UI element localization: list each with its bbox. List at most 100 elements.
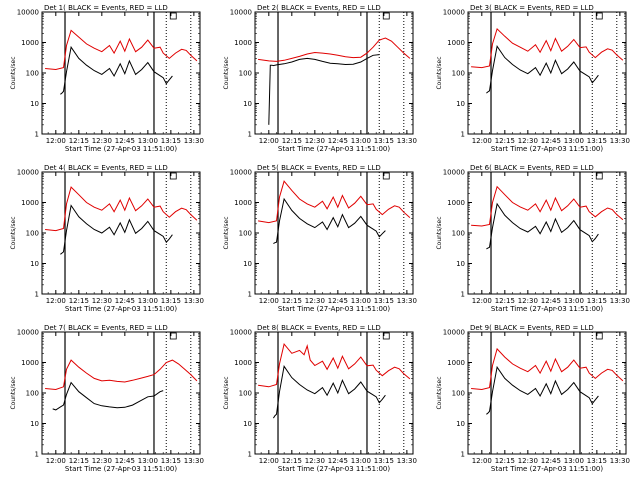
y-tick-label: 1 xyxy=(248,131,252,139)
y-tick-label: 100 xyxy=(26,70,39,78)
events-series-line xyxy=(273,197,386,245)
x-tick-label: 12:45 xyxy=(541,297,561,305)
x-tick-label: 12:15 xyxy=(495,137,515,145)
x-tick-label: 13:00 xyxy=(138,297,158,305)
panel-title: Det 9( BLACK = Events, RED = LLD xyxy=(470,324,594,332)
x-tick-label: 13:15 xyxy=(587,297,607,305)
x-tick-label: 12:30 xyxy=(305,457,325,465)
y-tick-label: 10 xyxy=(243,420,252,428)
x-tick-label: 13:00 xyxy=(351,137,371,145)
lld-series-line xyxy=(471,185,624,227)
x-tick-label: 12:00 xyxy=(259,297,279,305)
events-series-line xyxy=(486,202,599,250)
y-tick-label: 10000 xyxy=(443,9,465,17)
y-axis-label: Counts/sec xyxy=(436,56,443,89)
x-tick-label: 12:45 xyxy=(115,457,135,465)
y-axis-label: Counts/sec xyxy=(223,376,230,409)
corner-box-icon xyxy=(169,172,177,180)
x-tick-label: 13:00 xyxy=(351,457,371,465)
x-tick-label: 13:15 xyxy=(587,457,607,465)
y-tick-label: 1000 xyxy=(234,199,252,207)
panel-title: Det 1( BLACK = Events, RED = LLD xyxy=(44,4,168,12)
lld-series-line xyxy=(258,37,411,62)
events-series-line xyxy=(486,45,599,94)
y-axis-label: Counts/sec xyxy=(436,376,443,409)
x-axis-label: Start Time (27-Apr-03 11:51:00) xyxy=(65,305,177,313)
x-tick-label: 12:15 xyxy=(282,297,302,305)
y-tick-label: 1000 xyxy=(21,39,39,47)
panel-title: Det 3( BLACK = Events, RED = LLD xyxy=(470,4,594,12)
x-tick-label: 13:00 xyxy=(138,137,158,145)
y-tick-label: 1 xyxy=(248,451,252,459)
y-tick-label: 1000 xyxy=(447,359,465,367)
y-tick-label: 100 xyxy=(239,70,252,78)
x-tick-label: 12:30 xyxy=(92,297,112,305)
x-tick-label: 13:15 xyxy=(161,457,181,465)
x-tick-label: 12:00 xyxy=(472,457,492,465)
x-tick-label: 12:00 xyxy=(46,297,66,305)
y-tick-label: 10 xyxy=(243,260,252,268)
lld-series-line xyxy=(258,180,411,224)
x-tick-label: 13:30 xyxy=(184,457,204,465)
y-tick-label: 1000 xyxy=(447,199,465,207)
x-tick-label: 13:00 xyxy=(138,457,158,465)
y-tick-label: 1 xyxy=(35,451,39,459)
plot-frame xyxy=(41,331,201,455)
y-tick-label: 100 xyxy=(26,230,39,238)
detector-panel-3: Det 3( BLACK = Events, RED = LLD 1 10 100 10… xyxy=(436,4,630,153)
x-tick-label: 12:15 xyxy=(69,137,89,145)
plot-frame xyxy=(254,171,414,295)
lld-series-line xyxy=(471,347,624,391)
x-axis-label: Start Time (27-Apr-03 11:51:00) xyxy=(278,305,390,313)
y-tick-label: 100 xyxy=(452,230,465,238)
x-tick-label: 13:15 xyxy=(374,137,394,145)
corner-box-icon xyxy=(595,332,603,340)
x-tick-label: 12:00 xyxy=(46,137,66,145)
lld-series-line xyxy=(45,186,198,232)
x-axis-label: Start Time (27-Apr-03 11:51:00) xyxy=(491,145,603,153)
y-axis-label: Counts/sec xyxy=(223,56,230,89)
y-tick-label: 1 xyxy=(35,131,39,139)
x-tick-label: 13:15 xyxy=(161,137,181,145)
panel-title: Det 7( BLACK = Events, RED = LLD xyxy=(44,324,168,332)
y-axis-label: Counts/sec xyxy=(10,376,17,409)
panel-title: Det 5( BLACK = Events, RED = LLD xyxy=(257,164,381,172)
x-tick-label: 13:15 xyxy=(374,457,394,465)
x-tick-label: 13:30 xyxy=(184,137,204,145)
events-series-line xyxy=(268,54,380,125)
panel-title: Det 4( BLACK = Events, RED = LLD xyxy=(44,164,168,172)
x-tick-label: 12:45 xyxy=(541,457,561,465)
x-tick-label: 12:30 xyxy=(92,137,112,145)
x-tick-label: 12:15 xyxy=(69,457,89,465)
corner-box-icon xyxy=(382,12,390,20)
corner-box-icon xyxy=(595,172,603,180)
x-tick-label: 12:45 xyxy=(328,457,348,465)
x-tick-label: 13:15 xyxy=(587,137,607,145)
panel-title: Det 6( BLACK = Events, RED = LLD xyxy=(470,164,594,172)
x-tick-label: 13:30 xyxy=(184,297,204,305)
x-axis-label: Start Time (27-Apr-03 11:51:00) xyxy=(278,465,390,473)
detector-panel-1: Det 1( BLACK = Events, RED = LLD 1 10 100 10… xyxy=(10,4,204,153)
events-series-line xyxy=(60,45,173,95)
y-axis-label: Counts/sec xyxy=(10,56,17,89)
x-tick-label: 12:30 xyxy=(518,137,538,145)
y-tick-label: 100 xyxy=(239,230,252,238)
x-tick-label: 12:30 xyxy=(518,297,538,305)
y-tick-label: 10000 xyxy=(17,329,39,337)
y-tick-label: 10000 xyxy=(17,9,39,17)
y-tick-label: 10000 xyxy=(443,329,465,337)
x-tick-label: 12:00 xyxy=(472,137,492,145)
x-tick-label: 12:00 xyxy=(46,457,66,465)
lld-series-line xyxy=(45,29,198,71)
x-tick-label: 12:45 xyxy=(328,137,348,145)
events-series-line xyxy=(52,381,164,411)
y-tick-label: 1 xyxy=(461,291,465,299)
plot-frame xyxy=(254,331,414,455)
x-tick-label: 12:45 xyxy=(328,297,348,305)
y-tick-label: 1000 xyxy=(234,359,252,367)
events-series-line xyxy=(486,365,599,415)
x-axis-label: Start Time (27-Apr-03 11:51:00) xyxy=(65,145,177,153)
plot-frame xyxy=(254,11,414,135)
detector-panel-6: Det 6( BLACK = Events, RED = LLD 1 10 100 10… xyxy=(436,164,630,313)
corner-box-icon xyxy=(382,332,390,340)
